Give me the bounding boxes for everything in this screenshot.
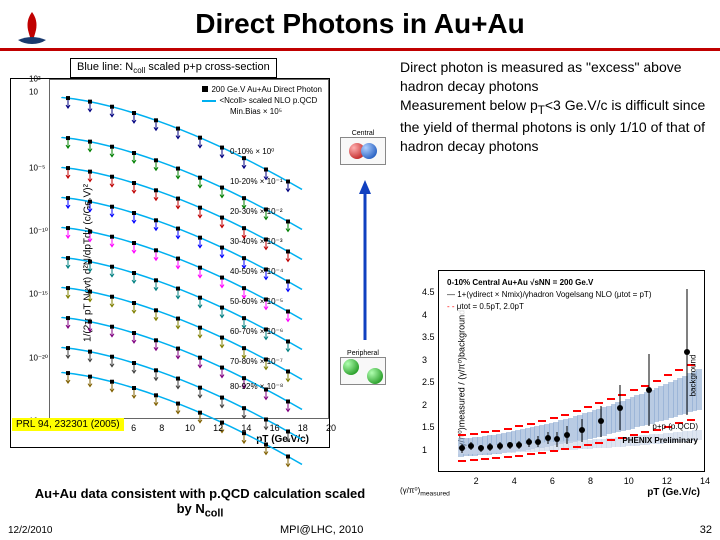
background-side-label: background — [689, 355, 698, 397]
double-ratio-tag: (γ/π⁰)measured — [400, 486, 450, 498]
left-plot-area: 200 Ge.V Au+Au Direct Photon <Ncoll> sca… — [49, 79, 329, 419]
bottom-conclusion: Au+Au data consistent with p.QCD calcula… — [30, 486, 370, 520]
blue-line-caption: Blue line: Ncoll scaled p+p cross-sectio… — [70, 58, 277, 78]
right-plot-area: 0-10% Central Au+Au √sNN = 200 Ge.V — 1+… — [438, 270, 705, 472]
pp-label: p+p (p.QCD) — [652, 422, 698, 431]
prl-citation: PRL 94, 232301 (2005) — [12, 418, 124, 431]
phenix-preliminary: PHENIX Preliminary — [622, 436, 698, 445]
footer-date: 12/2/2010 — [8, 525, 53, 536]
slide-title: Direct Photons in Au+Au — [0, 8, 720, 40]
central-collision-icon: Central — [338, 130, 388, 166]
right-chart-ratio: (γ/π⁰)measured / (γ/π⁰)background pT (Ge… — [400, 260, 710, 500]
peripheral-collision-icon: Peripheral — [338, 350, 388, 386]
up-arrow-icon — [355, 180, 375, 340]
right-legend: 0-10% Central Au+Au √sNN = 200 Ge.V — 1+… — [445, 275, 653, 315]
title-underline — [0, 48, 720, 51]
right-xlabel: pT (Ge.V/c) — [647, 487, 700, 498]
footer-page-number: 32 — [700, 524, 712, 536]
left-chart-spectra: 1/(2π pT Nevt) d²N/dpTdy (c/Ge.V)² pT (G… — [10, 78, 330, 448]
right-description: Direct photon is measured as "excess" ab… — [400, 58, 710, 156]
footer-conference: MPI@LHC, 2010 — [280, 524, 363, 536]
